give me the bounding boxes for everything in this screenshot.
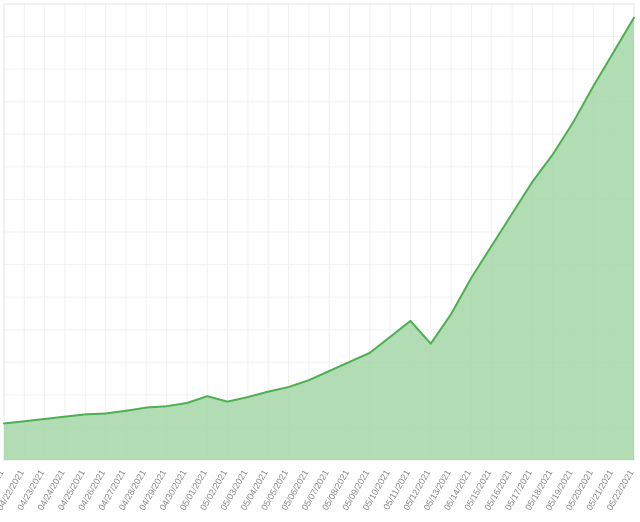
chart-svg: 04/21/202104/22/202104/23/202104/24/2021… [0,0,640,522]
area-chart: 04/21/202104/22/202104/23/202104/24/2021… [0,0,640,522]
